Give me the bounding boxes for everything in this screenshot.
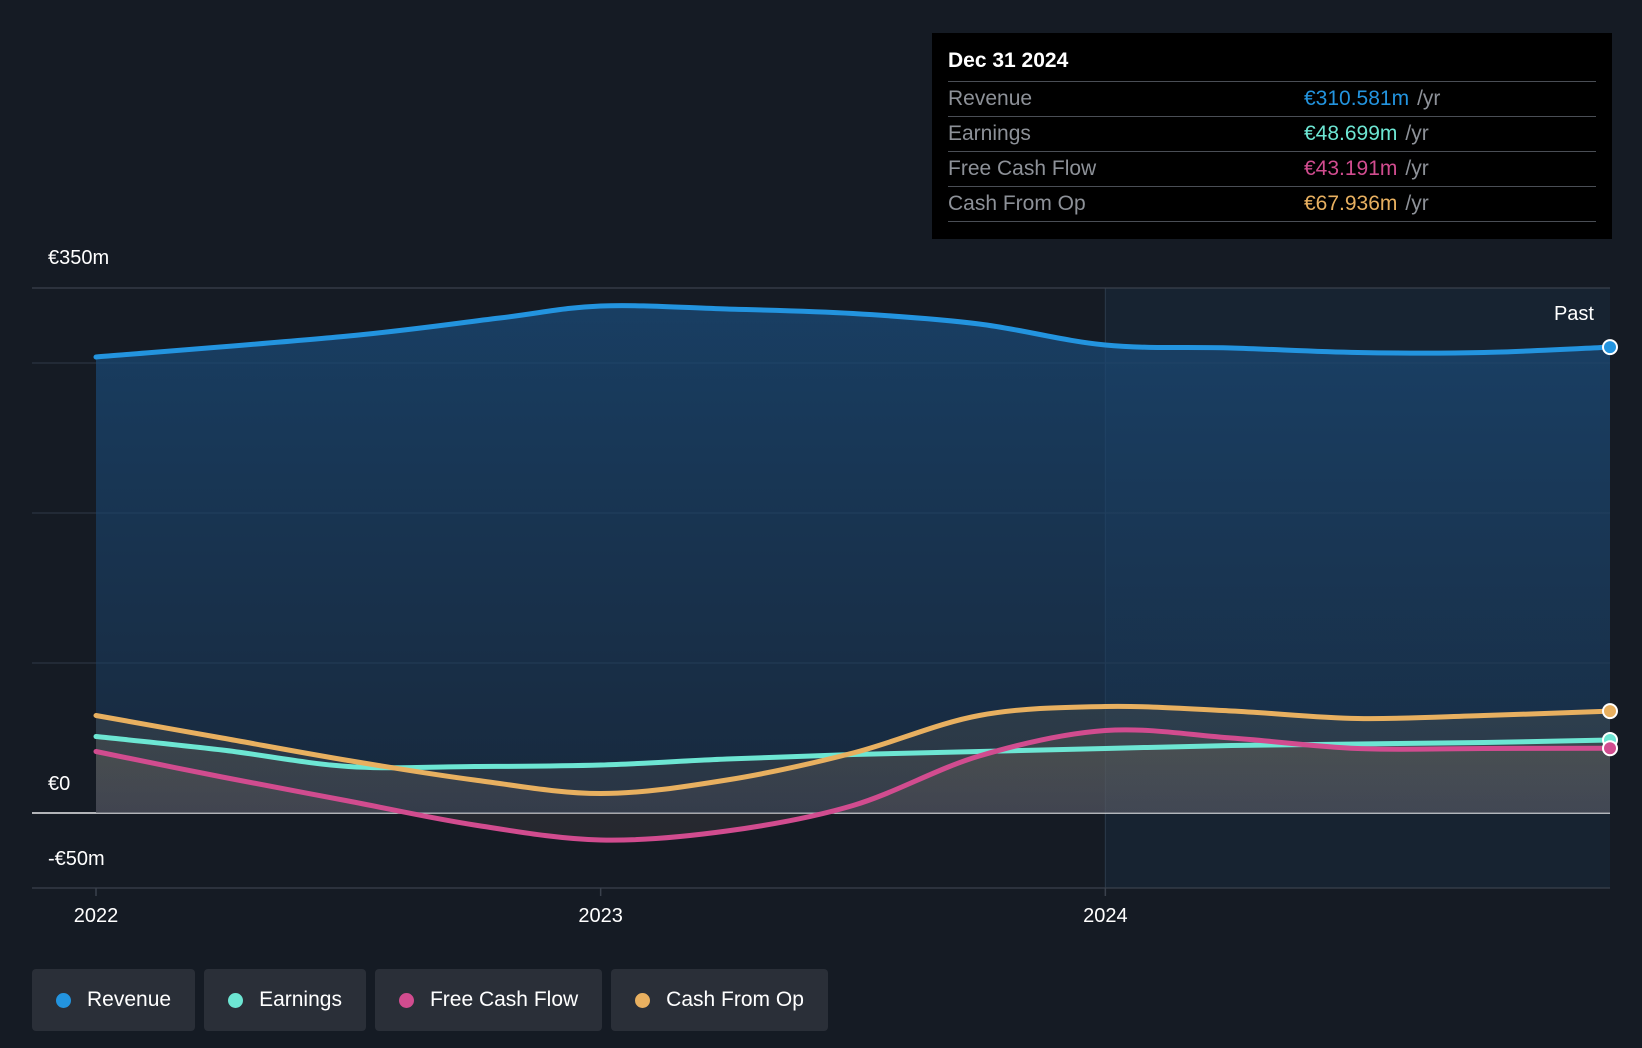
tooltip-value: €43.191m xyxy=(1304,157,1398,180)
tooltip-date: Dec 31 2024 xyxy=(948,49,1069,72)
series-end-marker-cash-from-op xyxy=(1602,703,1618,720)
tooltip-value: €48.699m xyxy=(1304,122,1398,145)
tooltip-row-free-cash-flow: Free Cash Flow €43.191m /yr xyxy=(948,151,1596,186)
tooltip-value: €67.936m xyxy=(1304,192,1398,215)
tooltip-unit: /yr xyxy=(1405,157,1429,180)
tooltip-label: Cash From Op xyxy=(948,192,1086,215)
legend-item-cash-from-op[interactable]: Cash From Op xyxy=(611,969,828,1031)
area-revenue xyxy=(96,305,1610,813)
area-cash-from-op xyxy=(96,706,1610,813)
tooltip-value: €310.581m xyxy=(1304,87,1410,110)
y-tick-label: €0 xyxy=(48,773,70,795)
legend-label: Revenue xyxy=(87,988,172,1011)
tooltip: Dec 31 2024 Revenue €310.581m /yr Earnin… xyxy=(932,33,1612,239)
legend-dot-icon xyxy=(398,992,414,1008)
legend-dot-icon xyxy=(635,992,651,1008)
y-tick-label: -€50m xyxy=(48,848,105,870)
series-end-marker-free-cash-flow xyxy=(1602,740,1618,757)
legend-label: Earnings xyxy=(259,988,342,1011)
series-line-free-cash-flow xyxy=(93,727,1613,843)
series-line-cash-from-op xyxy=(93,703,1613,797)
tooltip-unit: /yr xyxy=(1405,122,1429,145)
tooltip-row-cash-from-op: Cash From Op €67.936m /yr xyxy=(948,186,1596,222)
legend: Revenue Earnings Free Cash Flow Cash Fro… xyxy=(32,969,828,1031)
tooltip-row-revenue: Revenue €310.581m /yr xyxy=(948,81,1596,116)
tooltip-unit: /yr xyxy=(1417,87,1441,110)
x-tick-label: 2022 xyxy=(74,905,119,927)
y-tick-label: €350m xyxy=(48,247,109,269)
legend-item-revenue[interactable]: Revenue xyxy=(32,969,196,1031)
legend-dot-icon xyxy=(228,992,244,1008)
tooltip-label: Earnings xyxy=(948,122,1031,145)
tooltip-label: Revenue xyxy=(948,87,1033,110)
series-end-marker-revenue xyxy=(1602,339,1618,356)
series-line-revenue xyxy=(93,303,1613,360)
x-tick-label: 2023 xyxy=(578,905,623,927)
legend-item-earnings[interactable]: Earnings xyxy=(204,969,366,1031)
tooltip-label: Free Cash Flow xyxy=(948,157,1097,180)
x-tick-label: 2024 xyxy=(1083,905,1128,927)
tooltip-row-earnings: Earnings €48.699m /yr xyxy=(948,116,1596,151)
legend-dot-icon xyxy=(56,992,71,1008)
legend-item-free-cash-flow[interactable]: Free Cash Flow xyxy=(374,969,603,1031)
legend-label: Free Cash Flow xyxy=(429,988,579,1011)
legend-label: Cash From Op xyxy=(666,988,804,1011)
past-label: Past xyxy=(1554,303,1594,325)
tooltip-unit: /yr xyxy=(1405,192,1429,215)
